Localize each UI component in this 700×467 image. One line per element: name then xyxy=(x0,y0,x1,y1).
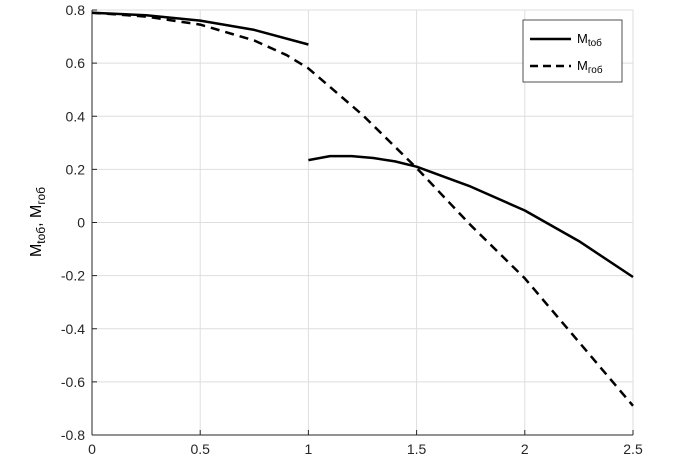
y-tick-label: -0.8 xyxy=(61,427,85,443)
y-tick-label: 0.2 xyxy=(66,161,86,177)
legend-label-2-sub: гоб xyxy=(588,64,603,76)
y-tick-label: 0.8 xyxy=(66,2,86,18)
legend: Mtоб Mгоб xyxy=(522,19,623,83)
y-axis-label-sub2: гоб xyxy=(34,187,48,205)
y-axis-label-sep: , xyxy=(28,218,45,227)
y-tick-label: -0.6 xyxy=(61,374,85,390)
y-tick-label: 0.4 xyxy=(66,108,86,124)
legend-label-2: Mгоб xyxy=(577,58,603,76)
x-tick-label: 2.5 xyxy=(623,441,643,457)
grid xyxy=(91,9,634,436)
y-tick-labels: -0.8 -0.6 -0.4 -0.2 0 0.2 0.4 0.6 0.8 xyxy=(61,2,85,443)
legend-label-2-main: M xyxy=(577,58,588,73)
legend-label-1: Mtоб xyxy=(577,31,602,49)
x-tick-label: 1 xyxy=(305,441,313,457)
y-tick-label: 0.6 xyxy=(66,55,86,71)
x-tick-label: 2 xyxy=(521,441,529,457)
y-tick-label: -0.2 xyxy=(61,268,85,284)
x-tick-label: 0 xyxy=(88,441,96,457)
series-lines xyxy=(91,11,634,407)
series-1-line-segment-2 xyxy=(308,154,634,279)
x-tick-label: 0.5 xyxy=(190,441,210,457)
x-tick-label: 1.5 xyxy=(407,441,427,457)
y-tick-label: -0.4 xyxy=(61,321,85,337)
series-2-line-segment-1 xyxy=(91,11,634,407)
y-axis-label-sub1: tоб xyxy=(34,227,48,244)
x-tick-labels: 0 0.5 1 1.5 2 2.5 xyxy=(88,441,643,457)
legend-box xyxy=(522,19,623,83)
legend-label-1-main: M xyxy=(577,31,588,46)
y-axis-label-main1: M xyxy=(28,244,45,257)
y-axis-label: Mtоб, Mгоб xyxy=(28,187,48,257)
axes xyxy=(91,9,634,436)
legend-label-1-sub: tоб xyxy=(588,37,602,49)
y-axis-label-main2: M xyxy=(28,205,45,218)
y-tick-label: 0 xyxy=(77,215,85,231)
